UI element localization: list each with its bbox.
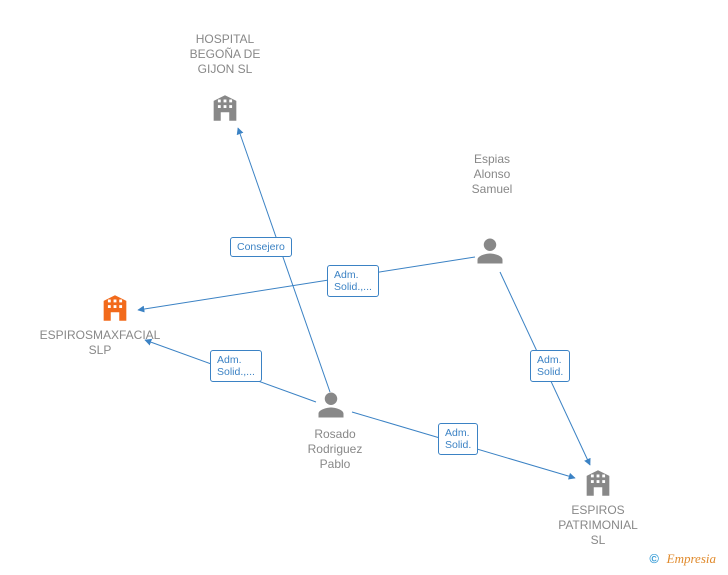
copyright-symbol: © (649, 551, 659, 566)
edge-label: Adm. Solid.,... (210, 350, 262, 382)
edge-label: Adm. Solid. (438, 423, 478, 455)
network-diagram: Consejero Adm. Solid.,... Adm. Solid.,... A… (0, 0, 728, 575)
watermark: © Empresia (649, 551, 716, 567)
edge (138, 257, 475, 310)
edge-label: Adm. Solid. (530, 350, 570, 382)
watermark-text: Empresia (667, 551, 716, 566)
edge-label: Adm. Solid.,... (327, 265, 379, 297)
edge-label: Consejero (230, 237, 292, 257)
